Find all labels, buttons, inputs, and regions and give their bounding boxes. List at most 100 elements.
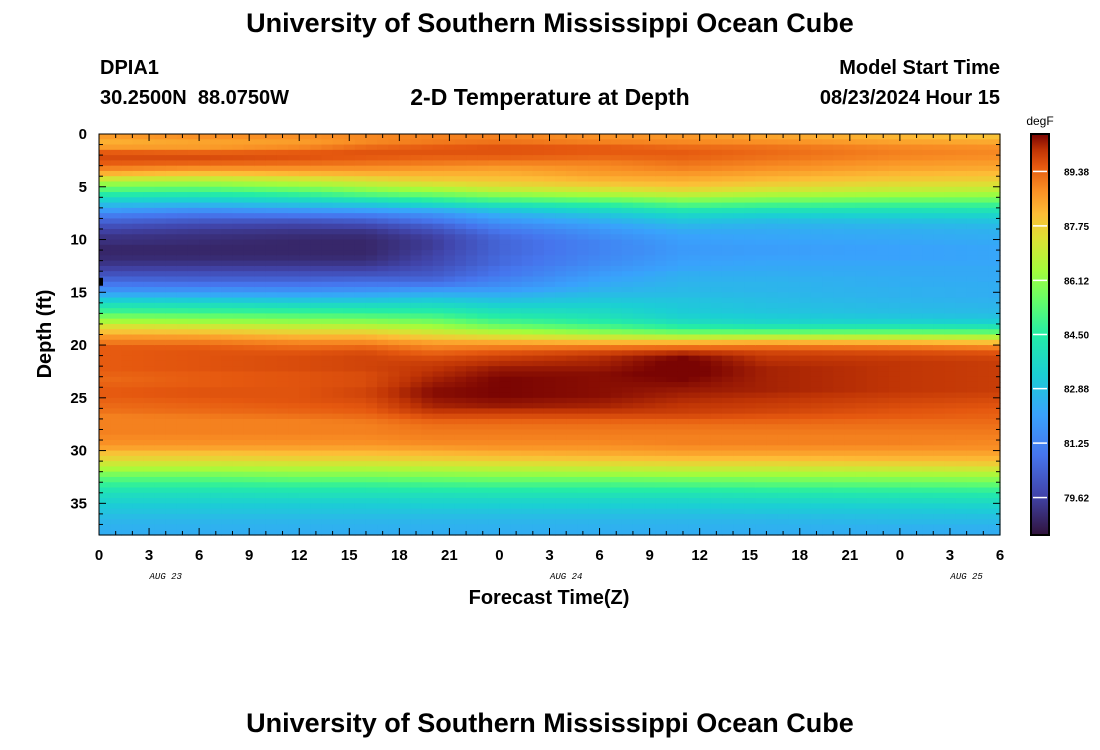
- heatmap-cell: [377, 413, 389, 420]
- heatmap-cell: [499, 360, 512, 367]
- heatmap-cell: [777, 434, 790, 441]
- heatmap-cell: [688, 181, 701, 188]
- heatmap-cell: [666, 461, 679, 468]
- heatmap-cell: [621, 260, 634, 267]
- heatmap-cell: [321, 455, 334, 462]
- heatmap-cell: [566, 144, 578, 151]
- heatmap-cell: [399, 165, 412, 172]
- heatmap-cell: [621, 281, 634, 288]
- heatmap-cell: [321, 155, 334, 161]
- heatmap-cell: [744, 271, 756, 278]
- heatmap-cell: [443, 487, 456, 494]
- heatmap-cell: [299, 213, 311, 220]
- heatmap-cell: [488, 455, 501, 462]
- heatmap-cell: [766, 155, 779, 161]
- heatmap-cell: [221, 281, 234, 288]
- heatmap-cell: [466, 202, 478, 209]
- heatmap-cell: [243, 255, 256, 262]
- heatmap-cell: [176, 429, 189, 436]
- heatmap-cell: [132, 360, 145, 367]
- heatmap-cell: [488, 329, 501, 336]
- heatmap-cell: [299, 371, 311, 378]
- heatmap-cell: [521, 476, 534, 483]
- heatmap-cell: [499, 387, 512, 394]
- heatmap-cell: [744, 482, 756, 489]
- heatmap-cell: [121, 408, 133, 415]
- heatmap-cell: [766, 440, 779, 446]
- heatmap-cell: [788, 360, 801, 367]
- heatmap-cell: [187, 329, 200, 336]
- heatmap-cell: [655, 323, 667, 330]
- heatmap-cell: [766, 239, 779, 246]
- heatmap-cell: [710, 265, 723, 272]
- heatmap-cell: [822, 155, 834, 161]
- heatmap-cell: [577, 450, 590, 457]
- heatmap-cell: [321, 445, 334, 452]
- heatmap-cell: [154, 381, 167, 388]
- heatmap-cell: [755, 313, 767, 320]
- heatmap-cell: [199, 503, 211, 510]
- heatmap-cell: [121, 471, 133, 478]
- heatmap-cell: [721, 323, 734, 330]
- heatmap-cell: [399, 308, 412, 314]
- heatmap-cell: [421, 192, 434, 198]
- heatmap-cell: [221, 424, 234, 431]
- heatmap-cell: [766, 403, 779, 409]
- heatmap-cell: [588, 471, 601, 478]
- heatmap-cell: [744, 366, 756, 373]
- heatmap-cell: [176, 487, 189, 494]
- heatmap-cell: [343, 360, 356, 367]
- heatmap-cell: [377, 186, 389, 193]
- heatmap-cell: [799, 418, 812, 425]
- heatmap-cell: [354, 513, 367, 520]
- heatmap-cell: [466, 350, 478, 357]
- heatmap-cell: [154, 392, 167, 399]
- heatmap-cell: [721, 350, 734, 357]
- heatmap-cell: [121, 139, 133, 146]
- heatmap-cell: [243, 392, 256, 399]
- heatmap-cell: [265, 134, 278, 140]
- heatmap-cell: [677, 381, 690, 388]
- heatmap-cell: [165, 170, 178, 177]
- heatmap-cell: [699, 408, 712, 415]
- heatmap-cell: [365, 250, 378, 256]
- heatmap-cell: [321, 418, 334, 425]
- heatmap-cell: [143, 445, 156, 452]
- heatmap-cell: [343, 376, 356, 383]
- heatmap-cell: [454, 360, 467, 367]
- heatmap-cell: [510, 360, 523, 367]
- heatmap-cell: [777, 276, 790, 283]
- heatmap-cell: [421, 170, 434, 177]
- heatmap-cell: [788, 213, 801, 220]
- heatmap-cell: [454, 170, 467, 177]
- heatmap-cell: [243, 508, 256, 515]
- heatmap-cell: [299, 524, 311, 531]
- heatmap-cell: [766, 149, 779, 156]
- heatmap-cell: [599, 144, 612, 151]
- heatmap-cell: [410, 144, 423, 151]
- heatmap-cell: [221, 455, 234, 462]
- heatmap-cell: [466, 424, 478, 431]
- heatmap-cell: [577, 487, 590, 494]
- heatmap-cell: [421, 355, 434, 362]
- heatmap-cell: [421, 223, 434, 230]
- heatmap-cell: [343, 176, 356, 183]
- heatmap-cell: [410, 381, 423, 388]
- heatmap-cell: [399, 323, 412, 330]
- heatmap-cell: [176, 466, 189, 473]
- heatmap-cell: [466, 139, 478, 146]
- heatmap-cell: [621, 134, 634, 140]
- heatmap-cell: [143, 255, 156, 262]
- heatmap-cell: [577, 519, 590, 526]
- heatmap-cell: [388, 213, 400, 220]
- heatmap-cell: [555, 360, 567, 367]
- heatmap-cell: [154, 181, 167, 188]
- heatmap-cell: [644, 323, 656, 330]
- heatmap-cell: [810, 476, 823, 483]
- heatmap-cell: [221, 276, 234, 283]
- heatmap-cell: [577, 455, 590, 462]
- heatmap-cell: [388, 160, 400, 167]
- heatmap-cell: [666, 197, 679, 204]
- heatmap-cell: [199, 276, 211, 283]
- heatmap-cell: [454, 134, 467, 140]
